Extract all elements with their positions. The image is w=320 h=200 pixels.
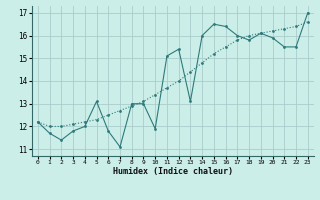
X-axis label: Humidex (Indice chaleur): Humidex (Indice chaleur) [113, 167, 233, 176]
